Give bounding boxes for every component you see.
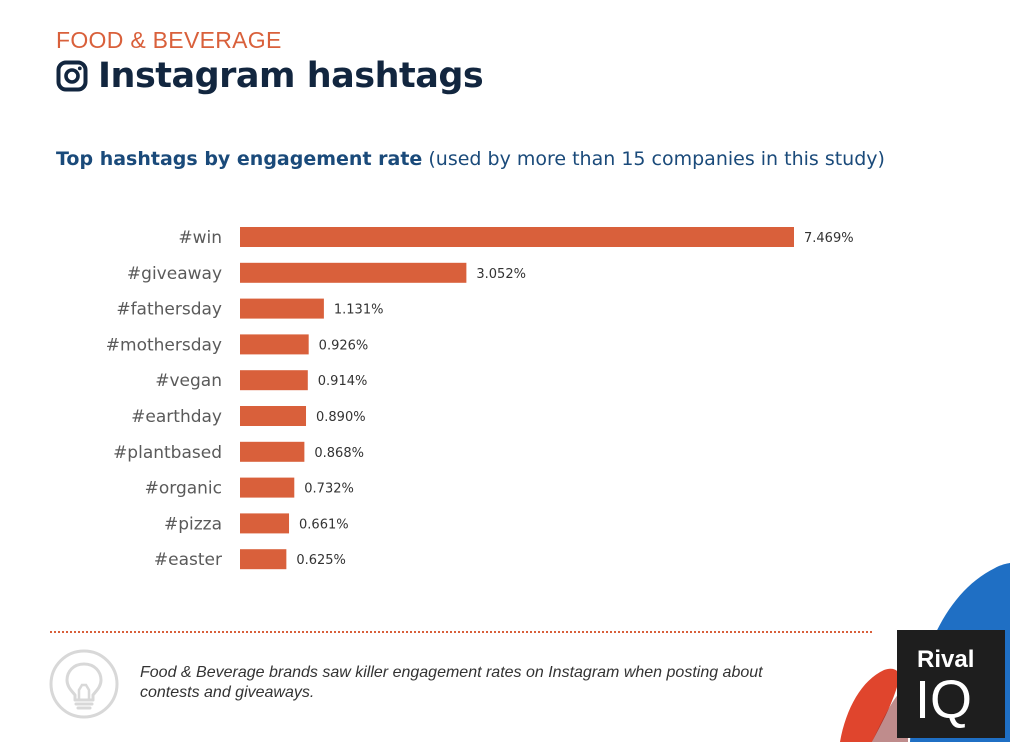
subtitle-strong: Top hashtags by engagement rate — [56, 148, 423, 170]
bar — [240, 441, 305, 462]
bar — [240, 370, 308, 391]
bar — [240, 406, 307, 426]
data-label: 7.469% — [804, 231, 854, 246]
logo-line1: Rival — [917, 646, 975, 673]
category-label: #giveaway — [127, 264, 222, 284]
data-label: 0.868% — [314, 446, 364, 461]
category-label: #easter — [154, 550, 222, 570]
lightbulb-icon — [49, 649, 119, 719]
bar — [240, 298, 324, 319]
category-label: #pizza — [164, 514, 222, 534]
dotted-divider — [50, 631, 872, 633]
category-label: #earthday — [131, 407, 222, 427]
subtitle-light: (used by more than 15 companies in this … — [428, 148, 885, 170]
chart-subtitle: Top hashtags by engagement rate (used by… — [56, 148, 885, 170]
data-label: 0.732% — [304, 482, 354, 497]
category-label: #organic — [145, 479, 222, 499]
data-label: 1.131% — [334, 303, 384, 318]
page-title: Instagram hashtags — [98, 56, 484, 96]
bar-chart: #win 7.469% #giveaway 3.052% #fathersday 1.13… — [106, 227, 854, 570]
category-label: FOOD & BEVERAGE — [56, 27, 282, 53]
category-label: #vegan — [155, 371, 222, 391]
bar — [240, 477, 295, 498]
bar — [240, 262, 467, 283]
rival-iq-logo: Rival IQ — [897, 630, 1005, 738]
bar — [240, 549, 287, 570]
data-label: 0.914% — [318, 374, 368, 389]
footer-note: Food & Beverage brands saw killer engage… — [140, 664, 763, 701]
data-label: 0.625% — [296, 553, 346, 568]
category-label: #mothersday — [106, 335, 222, 355]
data-label: 0.661% — [299, 517, 349, 532]
title-row: Instagram hashtags — [56, 54, 484, 98]
data-label: 0.926% — [319, 338, 369, 353]
data-label: 0.890% — [316, 410, 366, 425]
bar — [240, 513, 290, 534]
bar — [240, 227, 794, 247]
logo-line2: IQ — [915, 670, 973, 730]
bar — [240, 334, 309, 355]
data-label: 3.052% — [476, 267, 526, 282]
category-label: #win — [178, 228, 222, 248]
category-label: #fathersday — [116, 300, 222, 320]
instagram-icon — [56, 60, 88, 92]
category-label: #plantbased — [113, 443, 222, 463]
